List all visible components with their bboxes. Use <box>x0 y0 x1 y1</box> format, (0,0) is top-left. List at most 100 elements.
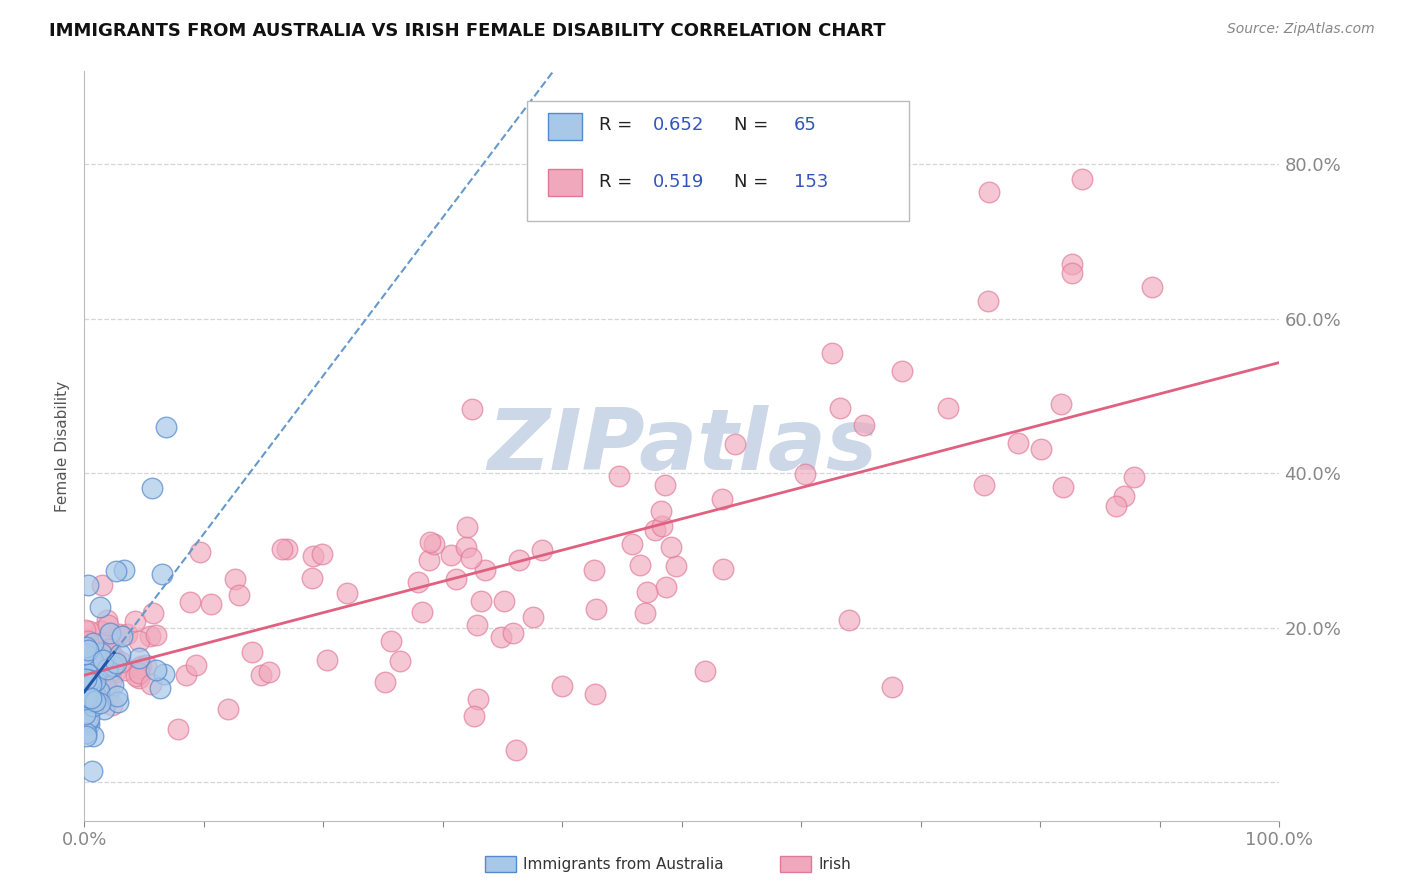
Point <box>1123 470 1146 484</box>
Point <box>91 653 114 667</box>
Point <box>89 600 111 615</box>
Text: Irish: Irish <box>818 857 851 871</box>
Point <box>508 553 530 567</box>
Point <box>977 185 1000 199</box>
Point <box>179 594 201 608</box>
Text: N =: N = <box>734 172 775 191</box>
Point <box>456 520 478 534</box>
Point <box>91 647 114 661</box>
Text: R =: R = <box>599 172 638 191</box>
Point <box>112 563 135 577</box>
Point <box>82 636 104 650</box>
Text: 153: 153 <box>794 172 828 191</box>
Point <box>628 558 651 573</box>
Point <box>654 477 676 491</box>
Point <box>86 665 108 679</box>
Point <box>97 640 120 655</box>
Point <box>418 553 440 567</box>
Point <box>90 659 112 673</box>
Point <box>228 588 250 602</box>
Point <box>73 689 96 703</box>
Point <box>644 524 666 538</box>
Bar <box>527 102 910 221</box>
Point <box>651 518 673 533</box>
Point <box>155 419 177 434</box>
Point <box>711 561 734 575</box>
Point <box>131 658 153 673</box>
Point <box>505 743 527 757</box>
Point <box>636 585 658 599</box>
Point <box>75 672 97 686</box>
Point <box>117 627 139 641</box>
Point <box>128 634 150 648</box>
Point <box>73 706 96 721</box>
Point <box>75 729 97 743</box>
Point <box>76 666 98 681</box>
Point <box>79 624 101 638</box>
Point <box>188 545 211 559</box>
Point <box>1142 279 1164 293</box>
Point <box>1114 489 1136 503</box>
Point <box>77 633 100 648</box>
Point <box>98 641 121 656</box>
Point <box>114 663 136 677</box>
Point <box>75 673 97 688</box>
Point <box>104 650 127 665</box>
Point <box>100 674 122 689</box>
Point <box>75 673 97 688</box>
Point <box>224 572 246 586</box>
Point <box>75 657 97 671</box>
Point <box>83 685 105 699</box>
Point <box>141 676 163 690</box>
Point <box>77 671 100 685</box>
Point <box>270 542 292 557</box>
Point <box>83 694 105 708</box>
Point <box>76 657 98 672</box>
Point <box>75 668 97 682</box>
Point <box>128 661 150 675</box>
Point <box>152 566 174 581</box>
Point <box>73 623 96 637</box>
Point <box>111 629 134 643</box>
Point <box>124 614 146 628</box>
Point <box>84 684 107 698</box>
Point <box>75 655 97 669</box>
Point <box>655 580 678 594</box>
Point <box>89 671 111 685</box>
Point <box>621 537 644 551</box>
Point <box>80 684 103 698</box>
Point <box>90 646 112 660</box>
Point <box>80 665 103 680</box>
Point <box>423 537 446 551</box>
Point <box>249 668 271 682</box>
Text: Source: ZipAtlas.com: Source: ZipAtlas.com <box>1227 22 1375 37</box>
Point <box>821 345 844 359</box>
Point <box>82 654 104 668</box>
Point <box>128 666 150 681</box>
Point <box>96 613 118 627</box>
Point <box>522 610 544 624</box>
Point <box>76 668 98 682</box>
Text: N =: N = <box>734 116 775 135</box>
Point <box>336 586 359 600</box>
Point <box>145 663 167 677</box>
Point <box>152 666 174 681</box>
Y-axis label: Female Disability: Female Disability <box>55 380 70 512</box>
Point <box>1050 397 1073 411</box>
Point <box>80 657 103 671</box>
Point <box>107 695 129 709</box>
Point <box>711 491 734 506</box>
Point <box>79 695 101 709</box>
Point <box>446 573 468 587</box>
Point <box>82 698 104 713</box>
Point <box>128 671 150 685</box>
Point <box>890 364 912 378</box>
Point <box>467 692 489 706</box>
Text: 65: 65 <box>794 116 817 135</box>
Point <box>315 653 337 667</box>
Point <box>80 651 103 665</box>
Point <box>463 709 485 723</box>
Point <box>1062 267 1084 281</box>
Point <box>97 642 120 657</box>
Point <box>454 540 477 554</box>
